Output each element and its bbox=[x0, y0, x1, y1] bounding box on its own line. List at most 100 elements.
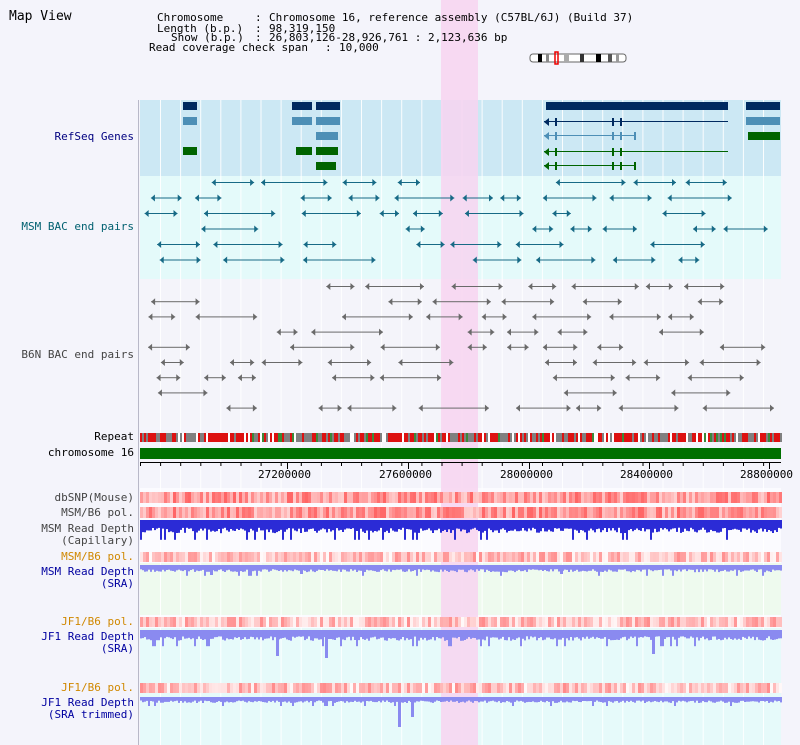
heat-cell bbox=[455, 617, 458, 627]
heat-cell bbox=[566, 683, 569, 693]
heat-cell bbox=[284, 492, 287, 503]
heat-cell bbox=[443, 617, 446, 627]
depth-bar bbox=[634, 630, 636, 637]
heat-cell bbox=[698, 552, 701, 562]
heat-cell bbox=[422, 492, 425, 503]
depth-bar bbox=[436, 697, 438, 701]
depth-bar bbox=[586, 630, 588, 637]
repeat-segment bbox=[430, 433, 432, 442]
depth-bar bbox=[266, 520, 268, 530]
bac-end-left bbox=[261, 179, 266, 186]
depth-bar bbox=[178, 630, 180, 641]
heat-cell bbox=[443, 492, 446, 503]
depth-bar bbox=[544, 697, 546, 703]
gene-intron bbox=[544, 165, 636, 166]
heat-cell bbox=[575, 552, 578, 562]
heat-cell bbox=[545, 507, 548, 518]
heat-cell bbox=[461, 552, 464, 562]
depth-bar bbox=[660, 565, 662, 570]
repeat-segment bbox=[546, 433, 548, 442]
repeat-segment bbox=[406, 433, 408, 442]
heat-cell bbox=[269, 552, 272, 562]
depth-bar bbox=[216, 520, 218, 532]
repeat-segment bbox=[346, 433, 348, 442]
heat-cell bbox=[596, 683, 599, 693]
track-label-msm-bac[interactable]: MSM BAC end pairs bbox=[21, 220, 134, 233]
bac-end-right bbox=[656, 374, 661, 382]
heat-cell bbox=[692, 683, 695, 693]
depth-bar bbox=[394, 520, 396, 532]
track-label-jf1-b6-pol-2[interactable]: JF1/B6 pol. bbox=[61, 681, 134, 694]
heat-cell bbox=[728, 617, 731, 627]
heat-cell bbox=[287, 507, 290, 518]
bac-end-right bbox=[438, 210, 443, 217]
heat-cell bbox=[281, 507, 284, 518]
heat-cell bbox=[413, 683, 416, 693]
depth-bar bbox=[756, 565, 758, 572]
heat-cell bbox=[332, 552, 335, 562]
heat-cell bbox=[410, 617, 413, 627]
track-label-jf1-depth-sra[interactable]: JF1 Read Depth bbox=[41, 630, 134, 643]
depth-bar bbox=[520, 520, 522, 531]
heat-cell bbox=[527, 492, 530, 503]
depth-bar bbox=[540, 697, 542, 701]
heat-cell bbox=[206, 683, 209, 693]
depth-bar bbox=[514, 565, 516, 573]
depth-bar bbox=[384, 697, 386, 702]
depth-bar bbox=[202, 697, 204, 703]
heat-cell bbox=[731, 507, 734, 518]
track-label-repeat[interactable]: Repeat bbox=[94, 430, 134, 443]
gene-exon bbox=[620, 118, 622, 126]
depth-bar bbox=[358, 565, 360, 571]
heat-cell bbox=[644, 617, 647, 627]
track-label-refseq[interactable]: RefSeq Genes bbox=[54, 130, 134, 143]
depth-bar bbox=[688, 697, 690, 702]
heat-cell bbox=[605, 492, 608, 503]
track-label-jf1-b6-pol[interactable]: JF1/B6 pol. bbox=[61, 615, 134, 628]
depth-bar bbox=[596, 630, 598, 638]
heat-cell bbox=[356, 492, 359, 503]
heat-cell bbox=[641, 617, 644, 627]
track-label-dbsnp[interactable]: dbSNP(Mouse) bbox=[54, 491, 134, 504]
heat-cell bbox=[716, 683, 719, 693]
heat-cell bbox=[380, 617, 383, 627]
repeat-segment bbox=[242, 433, 244, 442]
depth-bar bbox=[274, 565, 276, 570]
track-label-jf1-depth-trim[interactable]: JF1 Read Depth bbox=[41, 696, 134, 709]
heat-cell bbox=[263, 492, 266, 503]
heat-cell bbox=[548, 552, 551, 562]
depth-bar bbox=[190, 520, 192, 529]
depth-bar bbox=[780, 520, 782, 529]
bac-pair-line bbox=[507, 331, 539, 333]
heat-cell bbox=[710, 617, 713, 627]
depth-bar bbox=[362, 565, 364, 576]
depth-bar bbox=[546, 630, 548, 638]
heat-cell bbox=[746, 507, 749, 518]
heat-cell bbox=[158, 683, 161, 693]
heat-cell bbox=[695, 507, 698, 518]
depth-bar bbox=[640, 630, 642, 637]
heat-cell bbox=[374, 552, 377, 562]
depth-bar bbox=[616, 565, 618, 572]
track-label-msm-b6-pol-2[interactable]: MSM/B6 pol. bbox=[61, 550, 134, 563]
depth-bar bbox=[468, 520, 470, 533]
heat-cell bbox=[164, 552, 167, 562]
axis-tick bbox=[521, 462, 523, 466]
track-label-msm-b6-pol[interactable]: MSM/B6 pol. bbox=[61, 506, 134, 519]
depth-bar bbox=[780, 697, 782, 703]
heat-cell bbox=[335, 683, 338, 693]
bac-end-left bbox=[532, 313, 537, 321]
track-label-b6n-bac[interactable]: B6N BAC end pairs bbox=[21, 348, 134, 361]
depth-bar bbox=[174, 697, 176, 702]
depth-bar bbox=[776, 565, 778, 571]
heat-cell bbox=[248, 617, 251, 627]
coverage-sep: : bbox=[325, 41, 332, 54]
track-label-msm-depth-sra[interactable]: MSM Read Depth bbox=[41, 565, 134, 578]
depth-bar bbox=[352, 630, 354, 637]
depth-bar bbox=[712, 697, 714, 703]
track-label-msm-depth-cap[interactable]: MSM Read Depth bbox=[41, 522, 134, 535]
axis-major-tick bbox=[287, 462, 288, 469]
heat-cell bbox=[563, 683, 566, 693]
repeat-segment bbox=[238, 433, 240, 442]
